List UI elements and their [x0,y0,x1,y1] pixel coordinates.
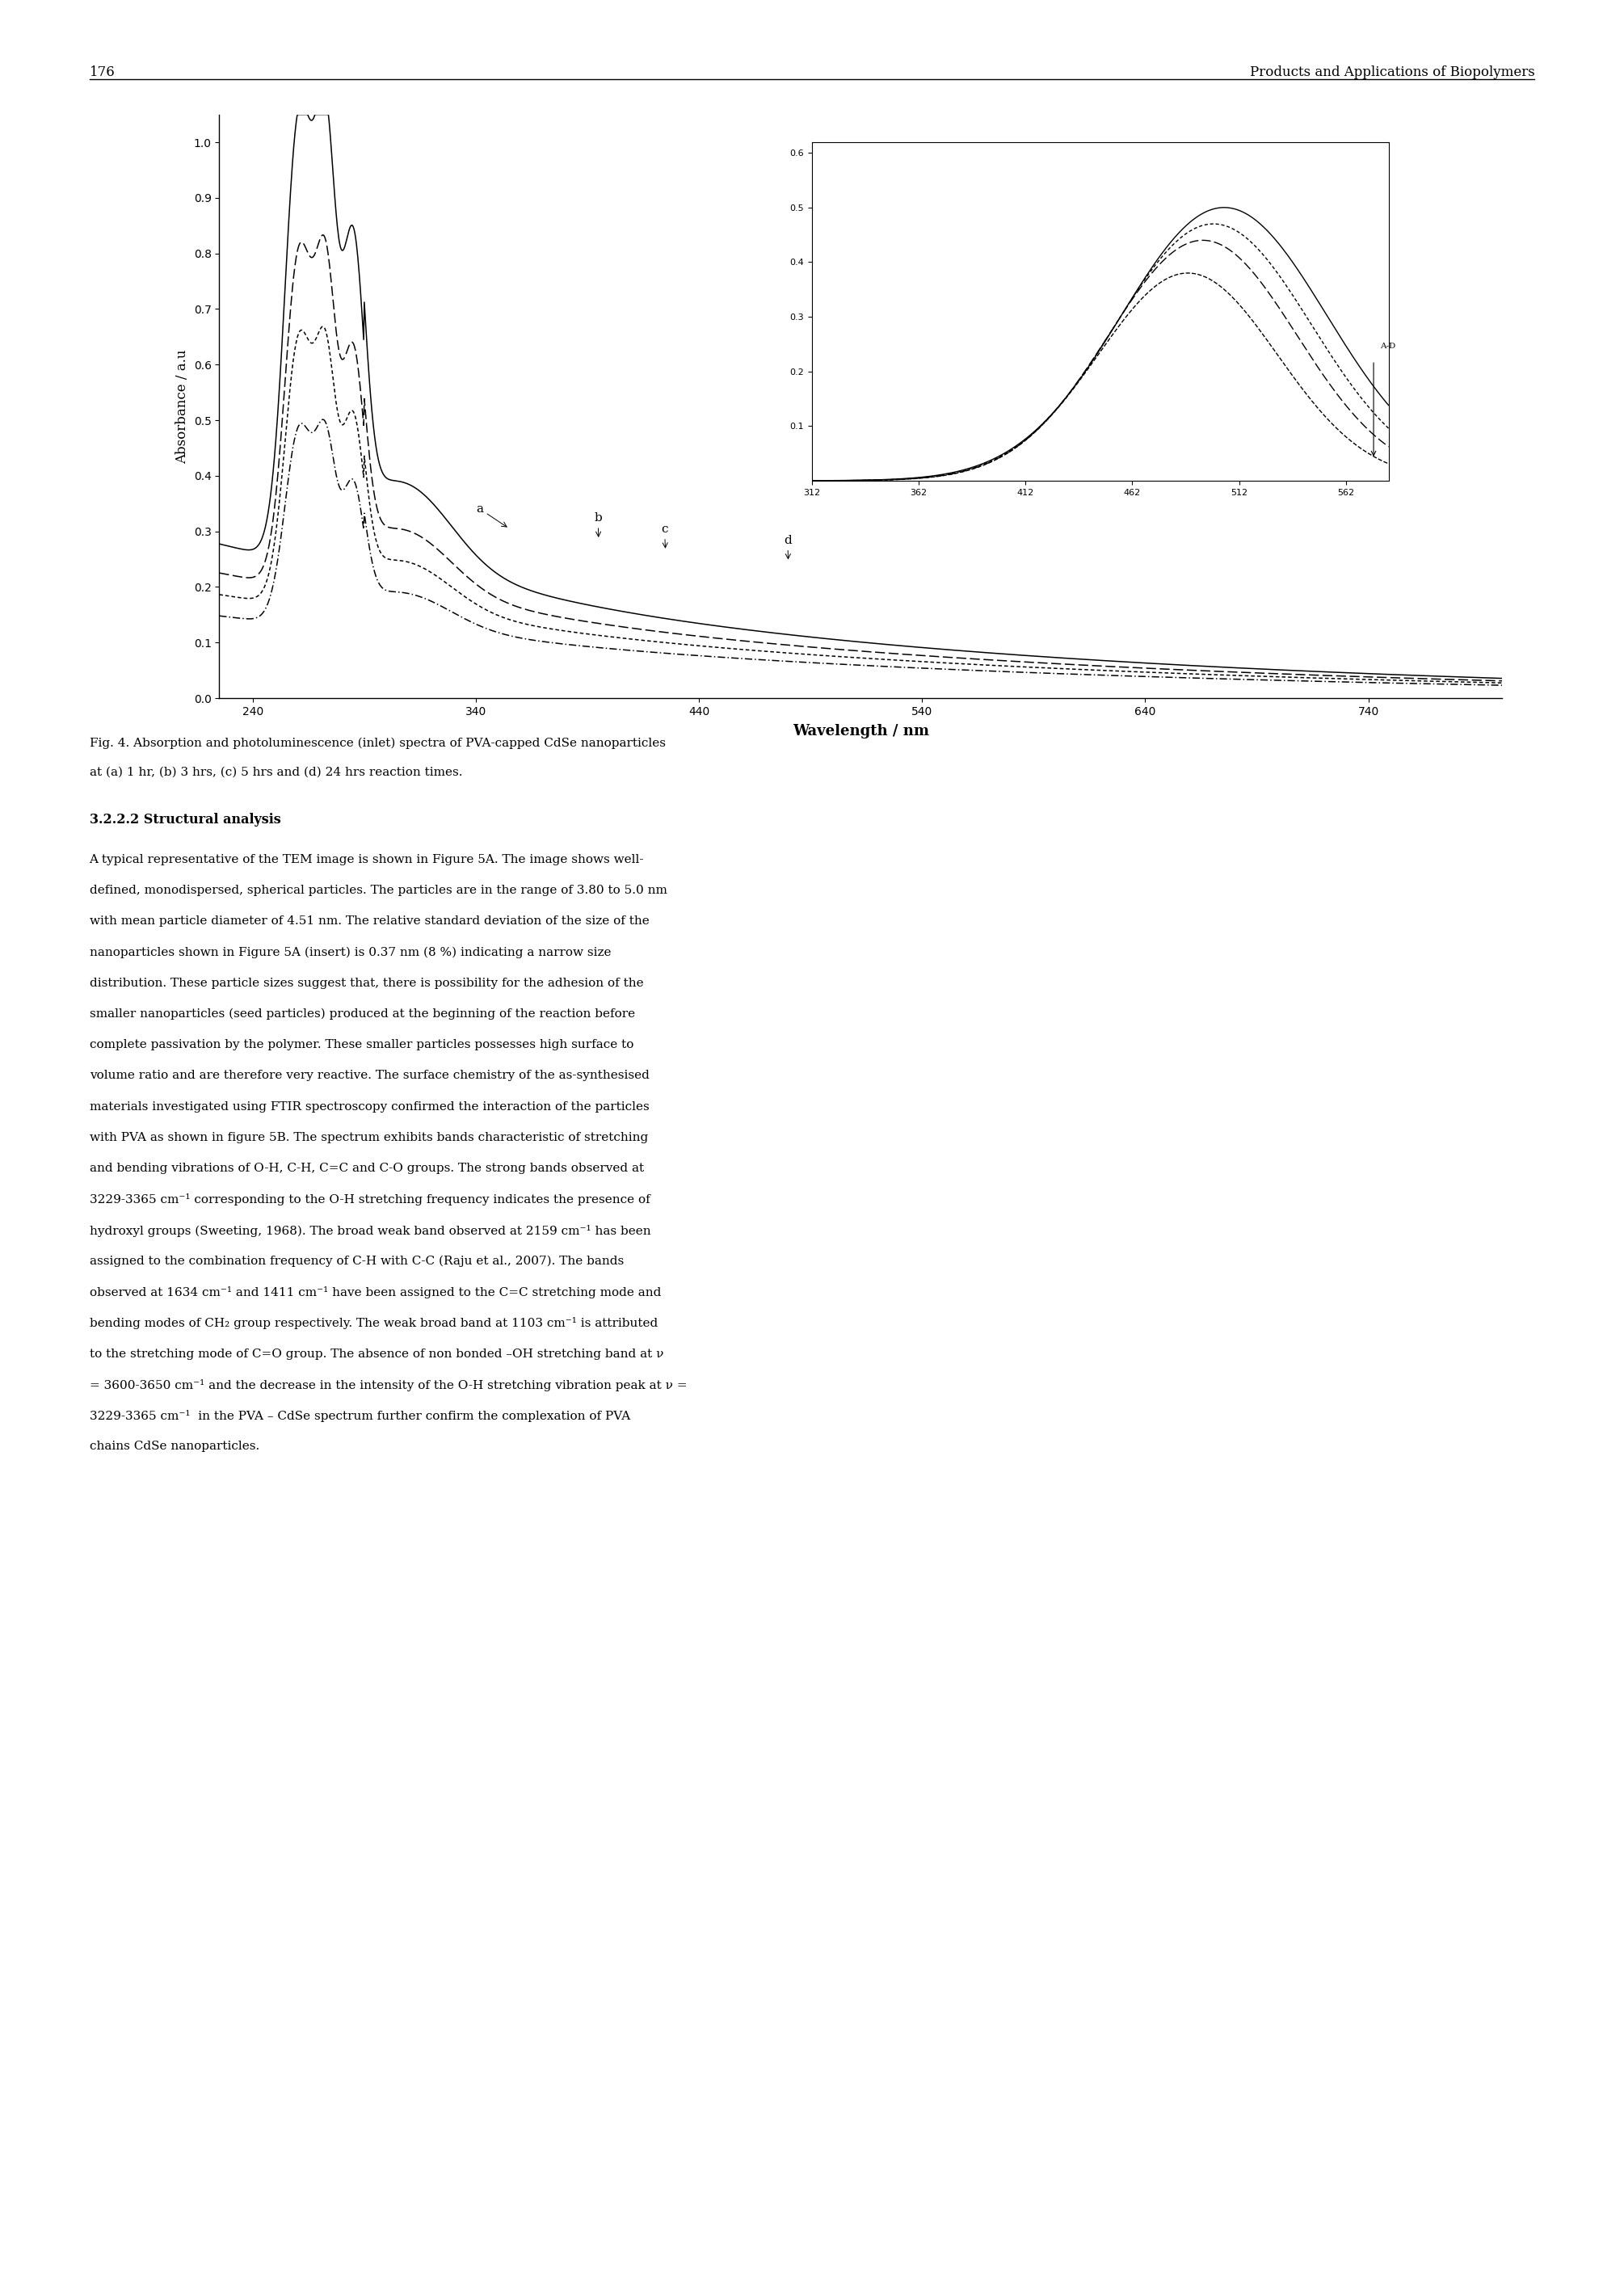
Text: A-D: A-D [1380,343,1395,350]
Text: 3229-3365 cm⁻¹  in the PVA – CdSe spectrum further confirm the complexation of P: 3229-3365 cm⁻¹ in the PVA – CdSe spectru… [89,1410,630,1421]
Text: a: a [476,504,507,526]
Text: b: b [594,513,603,536]
Text: materials investigated using FTIR spectroscopy confirmed the interaction of the : materials investigated using FTIR spectr… [89,1101,650,1112]
Text: defined, monodispersed, spherical particles. The particles are in the range of 3: defined, monodispersed, spherical partic… [89,884,667,895]
Text: A typical representative of the TEM image is shown in Figure 5A. The image shows: A typical representative of the TEM imag… [89,854,645,865]
Text: hydroxyl groups (Sweeting, 1968). The broad weak band observed at 2159 cm⁻¹ has : hydroxyl groups (Sweeting, 1968). The br… [89,1225,651,1236]
Text: distribution. These particle sizes suggest that, there is possibility for the ad: distribution. These particle sizes sugge… [89,977,643,989]
Text: observed at 1634 cm⁻¹ and 1411 cm⁻¹ have been assigned to the C=C stretching mod: observed at 1634 cm⁻¹ and 1411 cm⁻¹ have… [89,1286,661,1298]
Text: Fig. 4. Absorption and photoluminescence (inlet) spectra of PVA-capped CdSe nano: Fig. 4. Absorption and photoluminescence… [89,737,666,749]
Text: complete passivation by the polymer. These smaller particles possesses high surf: complete passivation by the polymer. The… [89,1039,633,1051]
Text: 176: 176 [89,64,115,80]
Text: d: d [784,536,791,559]
Text: bending modes of CH₂ group respectively. The weak broad band at 1103 cm⁻¹ is att: bending modes of CH₂ group respectively.… [89,1316,658,1330]
Text: smaller nanoparticles (seed particles) produced at the beginning of the reaction: smaller nanoparticles (seed particles) p… [89,1007,635,1021]
Text: at (a) 1 hr, (b) 3 hrs, (c) 5 hrs and (d) 24 hrs reaction times.: at (a) 1 hr, (b) 3 hrs, (c) 5 hrs and (d… [89,767,463,778]
Text: c: c [661,524,667,547]
Text: with PVA as shown in figure 5B. The spectrum exhibits bands characteristic of st: with PVA as shown in figure 5B. The spec… [89,1131,648,1142]
Text: Products and Applications of Biopolymers: Products and Applications of Biopolymers [1250,64,1535,80]
Text: 3.2.2.2 Structural analysis: 3.2.2.2 Structural analysis [89,813,281,826]
Text: 3229-3365 cm⁻¹ corresponding to the O-H stretching frequency indicates the prese: 3229-3365 cm⁻¹ corresponding to the O-H … [89,1195,650,1206]
Text: nanoparticles shown in Figure 5A (insert) is 0.37 nm (8 %) indicating a narrow s: nanoparticles shown in Figure 5A (insert… [89,948,611,959]
Text: = 3600-3650 cm⁻¹ and the decrease in the intensity of the O-H stretching vibrati: = 3600-3650 cm⁻¹ and the decrease in the… [89,1378,687,1392]
Text: volume ratio and are therefore very reactive. The surface chemistry of the as-sy: volume ratio and are therefore very reac… [89,1071,650,1080]
Text: assigned to the combination frequency of C-H with C-C (Raju et al., 2007). The b: assigned to the combination frequency of… [89,1254,624,1268]
Text: with mean particle diameter of 4.51 nm. The relative standard deviation of the s: with mean particle diameter of 4.51 nm. … [89,916,650,927]
Text: chains CdSe nanoparticles.: chains CdSe nanoparticles. [89,1442,260,1451]
Text: to the stretching mode of C=O group. The absence of non bonded –OH stretching ba: to the stretching mode of C=O group. The… [89,1348,663,1360]
X-axis label: Wavelength / nm: Wavelength / nm [793,723,929,739]
Text: and bending vibrations of O-H, C-H, C=C and C-O groups. The strong bands observe: and bending vibrations of O-H, C-H, C=C … [89,1163,643,1174]
Y-axis label: Absorbance / a.u: Absorbance / a.u [175,350,188,462]
